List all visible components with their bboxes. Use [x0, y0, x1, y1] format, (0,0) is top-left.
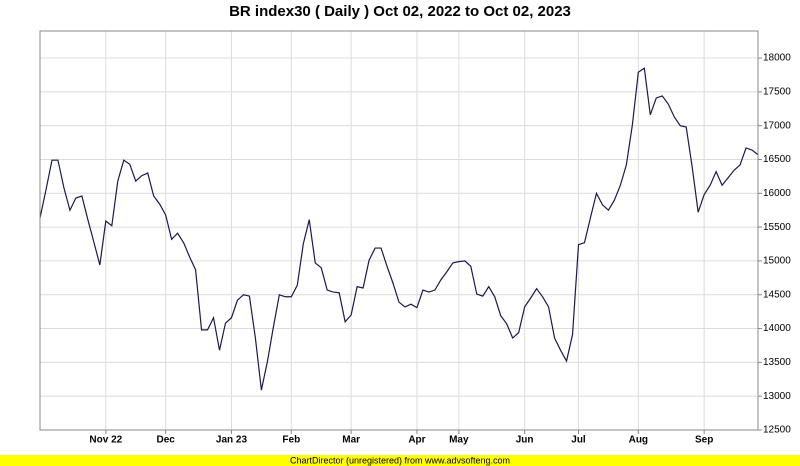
x-tick-label: Sep [695, 435, 713, 446]
x-tick-label: Dec [156, 435, 175, 446]
x-tick-label: Aug [629, 435, 648, 446]
y-tick-label: 14500 [763, 289, 791, 300]
y-tick-label: 18000 [763, 53, 791, 64]
y-tick-label: 12500 [763, 425, 791, 436]
footer-bar [0, 455, 800, 466]
x-tick-label: Mar [342, 435, 360, 446]
data-line [39, 67, 759, 391]
x-tick-label: Feb [282, 435, 300, 446]
y-tick-label: 15000 [763, 256, 791, 267]
y-tick-label: 15500 [763, 222, 791, 233]
x-tick-label: Nov 22 [89, 435, 122, 446]
x-tick-label: Jun [516, 435, 534, 446]
y-tick-label: 16500 [763, 154, 791, 165]
y-tick-label: 14000 [763, 323, 791, 334]
y-tick-label: 17500 [763, 87, 791, 98]
x-tick-label: Jul [571, 435, 586, 446]
y-tick-label: 13500 [763, 357, 791, 368]
footer: ChartDirector (unregistered) from www.ad… [290, 455, 510, 465]
chart-title: BR index30 ( Daily ) Oct 02, 2022 to Oct… [229, 3, 571, 20]
y-tick-label: 13000 [763, 391, 791, 402]
x-tick-label: Apr [408, 435, 425, 446]
y-tick-label: 16000 [763, 188, 791, 199]
x-tick-label: May [449, 435, 469, 446]
y-tick-label: 17000 [763, 120, 791, 131]
plot-border [39, 30, 759, 431]
x-tick-label: Jan 23 [216, 435, 248, 446]
plot-area [39, 30, 759, 431]
